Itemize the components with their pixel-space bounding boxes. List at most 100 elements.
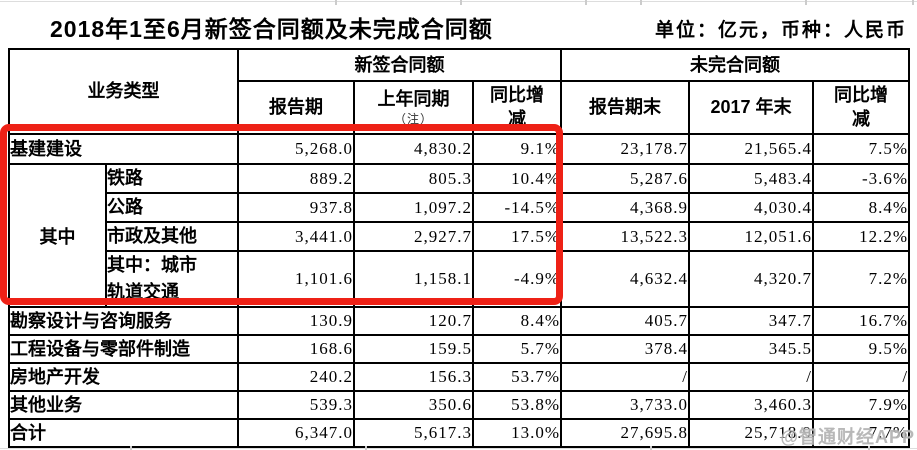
row-label-cell: 铁路 xyxy=(105,163,239,194)
value-cell: 7.2% xyxy=(812,250,911,308)
cropped-table-stub xyxy=(912,0,914,5)
cropped-table-stub xyxy=(335,0,337,5)
header-prior-year-label: 上年同期 xyxy=(377,89,450,110)
row-label-cell: 工程设备与零部件制造 xyxy=(8,334,239,364)
header-end-2017: 2017 年末 xyxy=(688,80,815,135)
table-row-total: 合计 6,347.0 5,617.3 13.0% 27,695.8 25,718… xyxy=(8,418,911,448)
value-cell: 156.3 xyxy=(353,362,474,392)
cropped-table-stub xyxy=(365,446,367,450)
cropped-table-stub xyxy=(650,446,652,450)
value-cell: 4,030.4 xyxy=(688,192,815,223)
value-cell: 405.7 xyxy=(560,306,691,336)
value-cell: 7.9% xyxy=(812,390,911,420)
value-cell: 53.7% xyxy=(471,362,563,392)
header-yoy-change-backlog: 同比增减 xyxy=(812,80,911,135)
value-cell: 4,368.9 xyxy=(560,192,691,223)
value-cell: 17.5% xyxy=(471,221,563,252)
header-yoy-change-new: 同比增减 xyxy=(471,80,563,135)
row-label-cell: 勘察设计与咨询服务 xyxy=(8,306,239,336)
value-cell: 5,287.6 xyxy=(560,163,691,194)
header-business-type: 业务类型 xyxy=(8,48,239,135)
cropped-table-stub xyxy=(460,0,462,5)
value-cell: 9.5% xyxy=(812,334,911,364)
value-cell: 6,347.0 xyxy=(237,418,355,448)
value-cell: 10.4% xyxy=(471,163,563,194)
value-cell: 5,617.3 xyxy=(353,418,474,448)
value-cell: 5.7% xyxy=(471,334,563,364)
cropped-table-edge-top xyxy=(0,1,917,2)
header-new-contracts-group: 新签合同额 xyxy=(236,48,563,82)
value-cell: 16.7% xyxy=(812,306,911,336)
cropped-table-stub xyxy=(585,0,587,5)
row-label-cell: 市政及其他 xyxy=(105,221,239,252)
value-cell: 347.7 xyxy=(688,306,815,336)
value-cell: 12,051.6 xyxy=(688,221,815,252)
table-row: 其中 铁路 889.2 805.3 10.4% 5,287.6 5,483.4 … xyxy=(8,163,911,308)
table-header-row-columns: 报告期 上年同期 （注） 同比增减 报告期末 2017 年末 同比增减 xyxy=(9,80,911,135)
value-cell: 159.5 xyxy=(353,334,474,364)
row-label-cell: 合计 xyxy=(8,418,239,448)
cropped-table-stub xyxy=(130,446,132,450)
value-cell: 1,158.1 xyxy=(353,250,474,308)
value-cell: 7.5% xyxy=(812,133,911,165)
value-cell: 7.7% xyxy=(812,418,911,448)
table-row: 其他业务 539.3 350.6 53.8% 3,733.0 3,460.3 7… xyxy=(8,390,911,420)
value-cell: 3,441.0 xyxy=(237,221,355,252)
value-cell: 539.3 xyxy=(237,390,355,420)
value-cell: 805.3 xyxy=(353,163,474,194)
value-cell: / xyxy=(812,362,911,392)
value-cell: 27,695.8 xyxy=(560,418,691,448)
table-row: 房地产开发 240.2 156.3 53.7% / / / xyxy=(8,362,911,392)
value-cell: 240.2 xyxy=(237,362,355,392)
value-cell: 13.0% xyxy=(471,418,563,448)
header-backlog-group: 未完合同额 xyxy=(560,48,911,82)
page-title: 2018年1至6月新签合同额及未完成合同额 xyxy=(50,16,493,42)
value-cell: 12.2% xyxy=(812,221,911,252)
value-cell: -14.5% xyxy=(471,192,563,223)
value-cell: 25,718.9 xyxy=(688,418,815,448)
cropped-table-stub xyxy=(640,0,642,5)
table-header-row-groups: 业务类型 新签合同额 未完合同额 xyxy=(8,48,911,135)
table-row: 其中：城市轨道交通 1,101.6 1,158.1 -4.9% 4,632.4 … xyxy=(9,250,911,308)
value-cell: 889.2 xyxy=(237,163,355,194)
value-cell: 53.8% xyxy=(471,390,563,420)
row-label-cell: 公路 xyxy=(105,192,239,223)
value-cell: 5,483.4 xyxy=(688,163,815,194)
value-cell: 4,320.7 xyxy=(688,250,815,308)
value-cell: 130.9 xyxy=(237,306,355,336)
table-row: 基建建设 5,268.0 4,830.2 9.1% 23,178.7 21,56… xyxy=(8,133,911,165)
row-label-cell: 房地产开发 xyxy=(8,362,239,392)
table-row: 市政及其他 3,441.0 2,927.7 17.5% 13,522.3 12,… xyxy=(9,221,911,252)
value-cell: 8.4% xyxy=(812,192,911,223)
table-row: 勘察设计与咨询服务 130.9 120.7 8.4% 405.7 347.7 1… xyxy=(8,306,911,336)
row-label-cell: 其中：城市轨道交通 xyxy=(105,250,239,308)
value-cell: 937.8 xyxy=(237,192,355,223)
value-cell: 8.4% xyxy=(471,306,563,336)
value-cell: 1,097.2 xyxy=(353,192,474,223)
row-group-cell: 其中 xyxy=(8,163,107,308)
value-cell: 2,927.7 xyxy=(353,221,474,252)
value-cell: 168.6 xyxy=(237,334,355,364)
header-prior-year-note: （注） xyxy=(393,111,433,126)
value-cell: 120.7 xyxy=(353,306,474,336)
value-cell: 3,460.3 xyxy=(688,390,815,420)
cropped-table-edge-bottom xyxy=(0,448,917,449)
table-row: 公路 937.8 1,097.2 -14.5% 4,368.9 4,030.4 … xyxy=(9,192,911,223)
value-cell: 21,565.4 xyxy=(688,133,815,165)
value-cell: 378.4 xyxy=(560,334,691,364)
value-cell: 4,830.2 xyxy=(353,133,474,165)
cropped-table-stub xyxy=(868,446,870,450)
value-cell: 23,178.7 xyxy=(560,133,691,165)
value-cell: 350.6 xyxy=(353,390,474,420)
value-cell: 9.1% xyxy=(471,133,563,165)
value-cell: 5,268.0 xyxy=(237,133,355,165)
value-cell: -3.6% xyxy=(812,163,911,194)
value-cell: 4,632.4 xyxy=(560,250,691,308)
row-label-cell: 其他业务 xyxy=(8,390,239,420)
table-row: 工程设备与零部件制造 168.6 159.5 5.7% 378.4 345.5 … xyxy=(8,334,911,364)
contracts-table: 业务类型 新签合同额 未完合同额 报告期 上年同期 （注） 同比增减 报告期末 … xyxy=(8,48,911,448)
header-reporting-period-end: 报告期末 xyxy=(560,80,691,135)
value-cell: / xyxy=(560,362,691,392)
row-label-cell: 基建建设 xyxy=(8,133,239,165)
value-cell: 13,522.3 xyxy=(560,221,691,252)
